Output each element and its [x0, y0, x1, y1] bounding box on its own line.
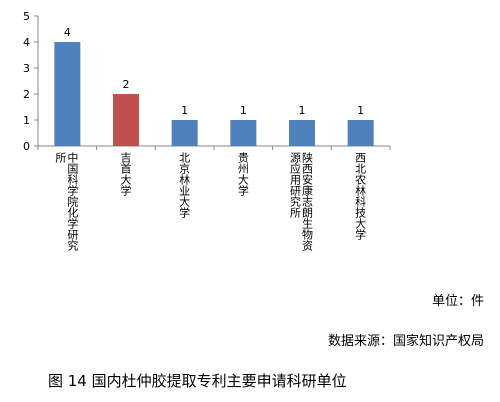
x-tick-label: 中国科学院化学研究所 — [53, 152, 79, 251]
x-tick-label-line: 西北农林科技大学 — [353, 152, 367, 240]
x-tick-label: 吉首大学 — [119, 152, 132, 196]
unit-label: 单位：件 — [431, 294, 484, 309]
bar — [289, 120, 315, 146]
y-tick-label: 5 — [23, 10, 30, 23]
figure-caption: 图 14 国内杜仲胶提取专利主要申请科研单位 — [48, 372, 347, 390]
x-tick-label-line: 中国科学院化学研究 — [65, 152, 79, 251]
data-source-label: 数据来源：国家知识产权局 — [327, 334, 484, 349]
bar — [54, 42, 81, 146]
x-tick-label: 西北农林科技大学 — [353, 152, 367, 240]
data-label: 4 — [64, 26, 71, 39]
data-label: 1 — [181, 104, 188, 117]
data-label: 1 — [299, 104, 306, 117]
x-tick-label-line: 吉首大学 — [119, 152, 132, 196]
data-label: 2 — [123, 78, 130, 91]
x-tick-label: 陕西安康志朗生物资 源应用研究所 — [288, 152, 314, 251]
data-label: 1 — [240, 104, 247, 117]
y-tick-label: 1 — [23, 114, 30, 127]
x-tick-label-line: 北京林业大学 — [177, 152, 191, 218]
x-tick-label-line: 贵州大学 — [236, 152, 250, 196]
x-tick-label: 北京林业大学 — [177, 152, 191, 218]
bar — [230, 120, 257, 146]
data-label: 1 — [357, 104, 364, 117]
y-tick-label: 0 — [23, 140, 30, 153]
x-tick-label-line: 源应用研究所 — [288, 152, 302, 218]
bar — [113, 94, 139, 146]
bar — [171, 120, 198, 146]
x-tick-label: 贵州大学 — [236, 152, 250, 196]
y-tick-label: 4 — [23, 36, 30, 49]
y-tick-label: 3 — [23, 62, 30, 75]
x-tick-label-line: 陕西安康志朗生物资 — [300, 152, 314, 251]
y-tick-label: 2 — [23, 88, 30, 101]
x-tick-label-line: 所 — [53, 152, 67, 163]
bar — [347, 120, 374, 146]
